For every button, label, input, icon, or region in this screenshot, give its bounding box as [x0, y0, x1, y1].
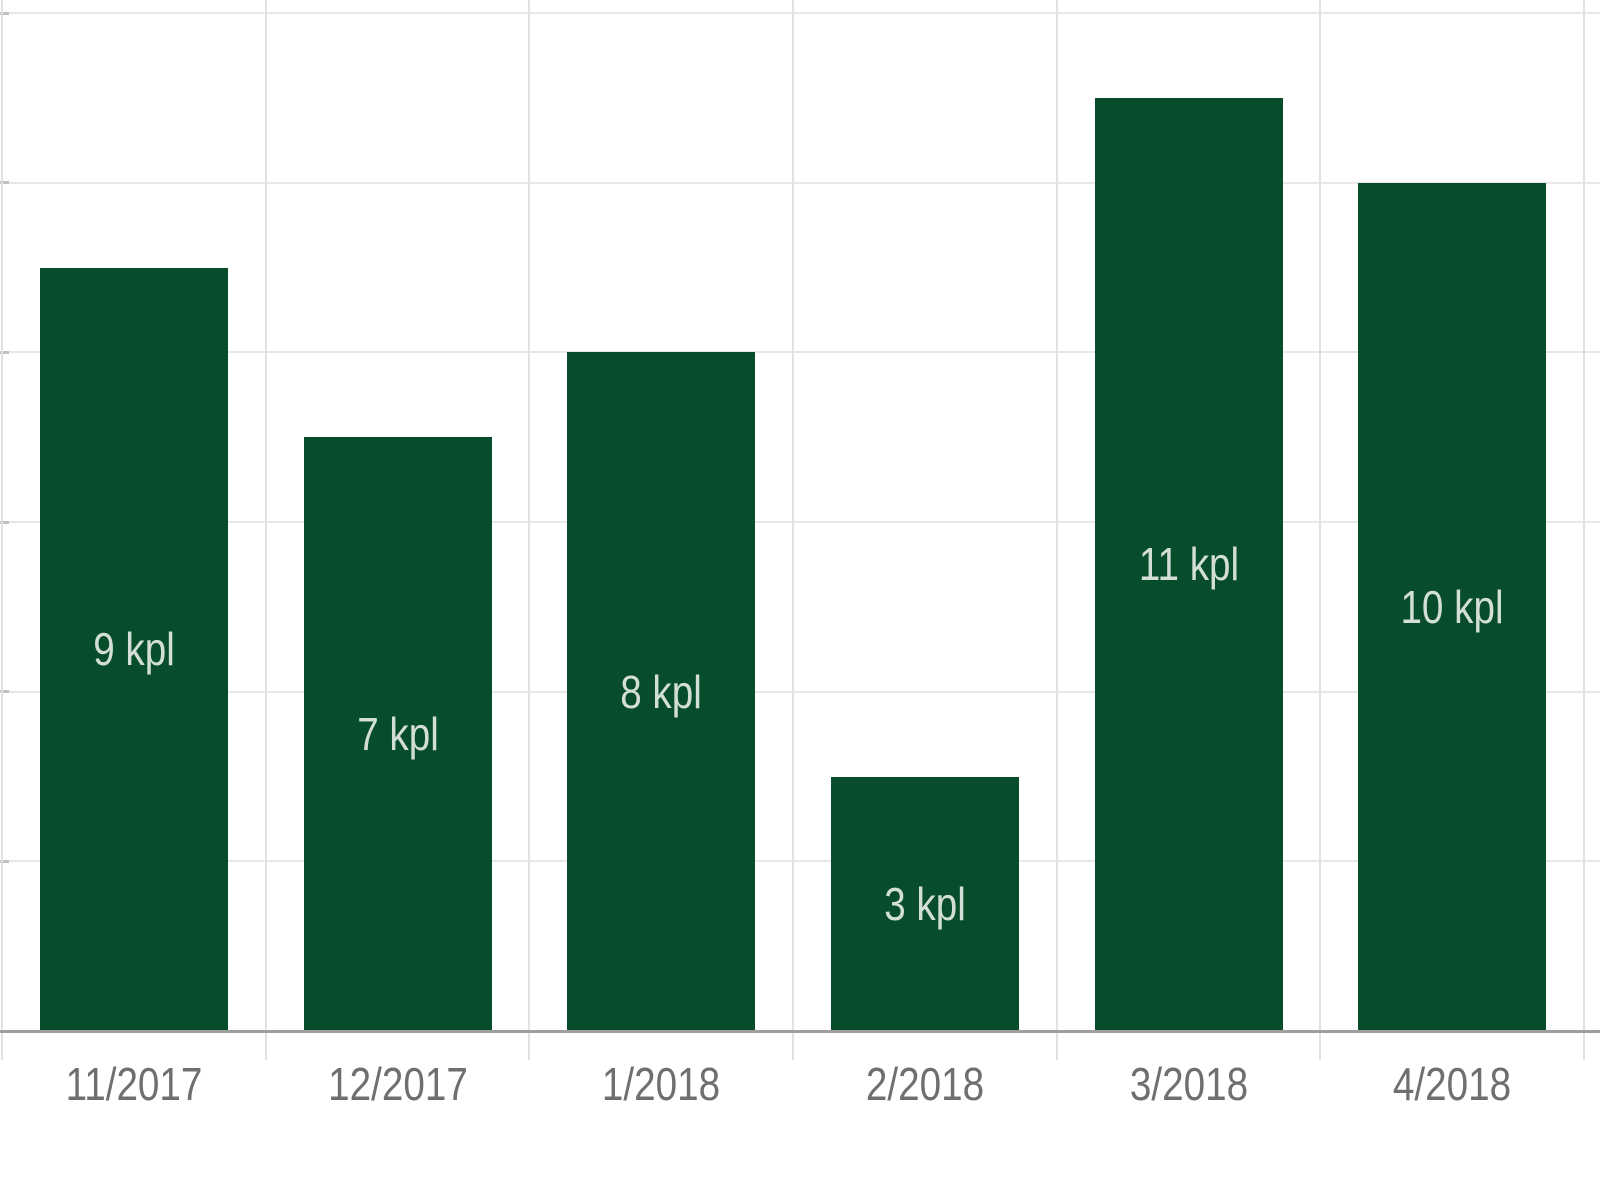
bar-value-label: 3 kpl	[884, 877, 966, 930]
bar[interactable]	[830, 776, 1019, 1031]
h-gridline	[0, 690, 1600, 693]
h-gridline	[0, 860, 1600, 863]
bar[interactable]	[1094, 97, 1283, 1031]
y-axis-tick-stub	[0, 181, 9, 185]
h-gridline	[0, 12, 1600, 14]
h-gridline	[0, 181, 1600, 184]
v-gridline	[1055, 0, 1058, 1060]
x-axis-tick-label: 12/2017	[327, 1058, 468, 1110]
bar-value-label: 11 kpl	[1138, 538, 1239, 591]
x-axis-line	[0, 1030, 1600, 1033]
bar-value-label: 8 kpl	[620, 665, 702, 718]
v-gridline	[1319, 0, 1322, 1060]
v-gridline	[792, 0, 794, 1060]
bar[interactable]	[39, 267, 228, 1031]
x-axis-tick-label: 3/2018	[1129, 1058, 1248, 1110]
x-axis-tick-label: 2/2018	[865, 1058, 984, 1110]
bar[interactable]	[303, 437, 492, 1031]
x-axis-tick-label: 11/2017	[65, 1058, 203, 1110]
x-axis-tick-label: 4/2018	[1393, 1058, 1512, 1110]
x-axis-tick-label: 1/2018	[602, 1058, 721, 1110]
bar-value-label: 10 kpl	[1400, 580, 1504, 633]
v-gridline	[528, 0, 531, 1060]
bar[interactable]	[567, 352, 756, 1031]
y-axis-tick-stub	[0, 350, 9, 354]
bar-value-label: 7 kpl	[356, 708, 439, 761]
y-axis-tick-stub	[0, 859, 9, 863]
bar[interactable]	[1358, 182, 1547, 1031]
v-gridline	[1583, 0, 1586, 1060]
y-axis-tick-stub	[0, 690, 9, 694]
v-gridline	[1, 0, 3, 1060]
bar-value-label: 9 kpl	[93, 623, 175, 676]
y-axis-tick-stub	[0, 520, 9, 524]
v-gridline	[264, 0, 267, 1060]
h-gridline	[0, 351, 1600, 354]
y-axis-tick-stub	[0, 11, 9, 15]
h-gridline	[0, 521, 1600, 523]
